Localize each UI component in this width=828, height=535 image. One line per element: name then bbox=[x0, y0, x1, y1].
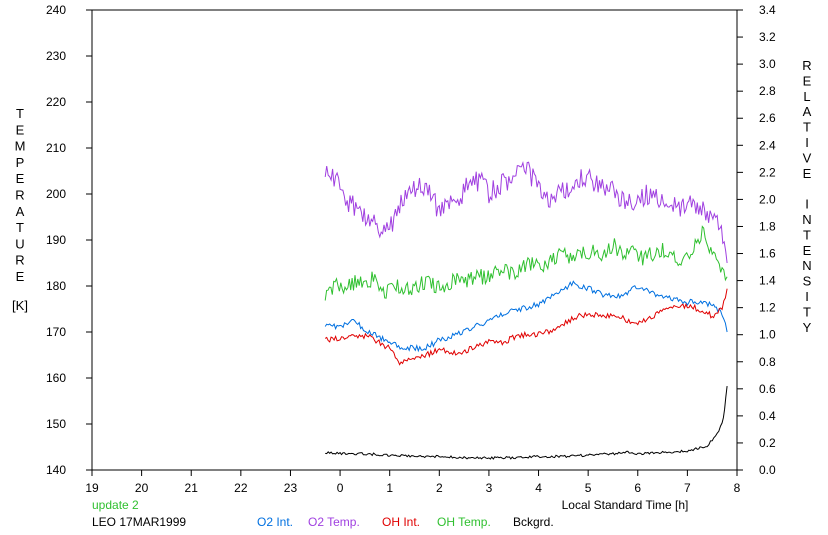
y-right-tick-label: 2.4 bbox=[759, 138, 776, 152]
y-left-tick-label: 170 bbox=[46, 325, 66, 339]
y-right-tick-label: 0.0 bbox=[759, 463, 776, 477]
y-left-tick-label: 160 bbox=[46, 371, 66, 385]
x-tick-label: 6 bbox=[634, 481, 641, 495]
x-tick-label: 2 bbox=[436, 481, 443, 495]
legend-item-oh-int: OH Int. bbox=[382, 515, 420, 529]
legend-item-oh-temp: OH Temp. bbox=[437, 515, 491, 529]
x-tick-label: 5 bbox=[585, 481, 592, 495]
y-right-tick-label: 1.8 bbox=[759, 219, 776, 233]
y-left-tick-label: 140 bbox=[46, 463, 66, 477]
y-left-tick-label: 230 bbox=[46, 49, 66, 63]
x-axis-label: Local Standard Time [h] bbox=[562, 498, 689, 512]
y-right-tick-label: 2.2 bbox=[759, 165, 776, 179]
y-axis-left-unit: [K] bbox=[12, 298, 28, 313]
y-right-tick-label: 0.2 bbox=[759, 436, 776, 450]
y-right-tick-label: 0.6 bbox=[759, 382, 776, 396]
plot-frame bbox=[91, 9, 738, 471]
station-date-note: LEO 17MAR1999 bbox=[92, 515, 186, 529]
y-left-tick-label: 200 bbox=[46, 187, 66, 201]
update-note: update 2 bbox=[92, 498, 139, 512]
y-right-tick-label: 3.4 bbox=[759, 3, 776, 17]
y-axis-left: 140 150 160 170 180 190 200 210 220 230 240 bbox=[46, 3, 92, 477]
x-tick-label: 4 bbox=[535, 481, 542, 495]
legend-item-o2-int: O2 Int. bbox=[257, 515, 293, 529]
y-right-tick-label: 0.4 bbox=[759, 409, 776, 423]
y-left-tick-label: 180 bbox=[46, 279, 66, 293]
y-right-tick-label: 1.2 bbox=[759, 301, 776, 315]
y-right-tick-label: 1.4 bbox=[759, 274, 776, 288]
x-axis: 19 20 21 22 23 0 1 2 3 4 5 6 7 8 bbox=[85, 470, 741, 495]
x-tick-label: 7 bbox=[684, 481, 691, 495]
y-right-tick-label: 2.6 bbox=[759, 111, 776, 125]
y-left-tick-label: 150 bbox=[46, 417, 66, 431]
x-tick-label: 19 bbox=[85, 481, 99, 495]
y-right-tick-label: 3.2 bbox=[759, 30, 776, 44]
y-right-tick-label: 3.0 bbox=[759, 57, 776, 71]
y-left-tick-label: 190 bbox=[46, 233, 66, 247]
y-right-tick-label: 2.8 bbox=[759, 84, 776, 98]
x-tick-label: 8 bbox=[734, 481, 741, 495]
series-line-oh-temp bbox=[324, 225, 728, 301]
y-right-tick-label: 1.6 bbox=[759, 247, 776, 261]
legend-item-o2-temp: O2 Temp. bbox=[308, 515, 360, 529]
legend: O2 Int. O2 Temp. OH Int. OH Temp. Bckgrd. bbox=[257, 515, 554, 529]
x-tick-label: 20 bbox=[135, 481, 149, 495]
x-tick-label: 3 bbox=[486, 481, 493, 495]
y-right-tick-label: 1.0 bbox=[759, 328, 776, 342]
series-group bbox=[324, 161, 728, 460]
series-line-o2-temp bbox=[324, 161, 728, 264]
y-right-tick-label: 0.8 bbox=[759, 355, 776, 369]
y-left-tick-label: 220 bbox=[46, 95, 66, 109]
x-tick-label: 22 bbox=[234, 481, 248, 495]
y-axis-right: 0.0 0.2 0.4 0.6 0.8 1.0 1.2 1.4 1.6 1.8 2.0 2.2 2.4 2… bbox=[737, 3, 776, 477]
y-left-tick-label: 210 bbox=[46, 141, 66, 155]
legend-item-bckgrd: Bckgrd. bbox=[513, 515, 554, 529]
y-right-tick-label: 2.0 bbox=[759, 192, 776, 206]
x-tick-label: 1 bbox=[386, 481, 393, 495]
y-left-tick-label: 240 bbox=[46, 3, 66, 17]
series-line-oh-int bbox=[324, 288, 728, 366]
series-line-bckgrd bbox=[325, 386, 728, 460]
x-tick-label: 21 bbox=[185, 481, 199, 495]
x-tick-label: 23 bbox=[284, 481, 298, 495]
series-line-o2-int bbox=[324, 280, 728, 353]
x-tick-label: 0 bbox=[337, 481, 344, 495]
